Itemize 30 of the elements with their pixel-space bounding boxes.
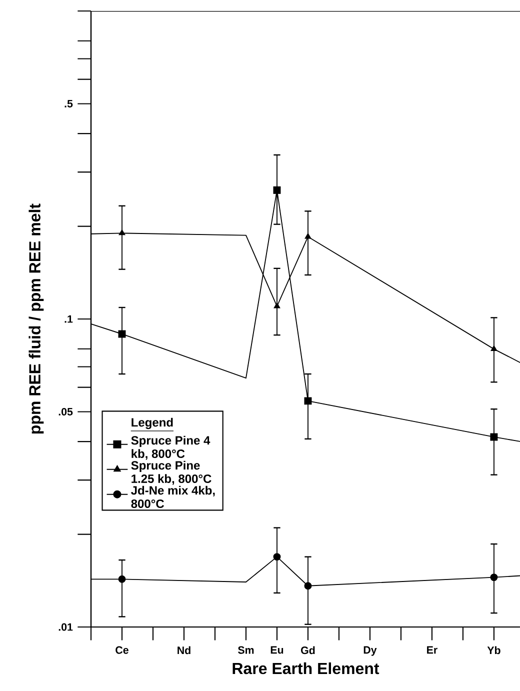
- point: [304, 582, 312, 590]
- y-tick-label: .1: [64, 315, 73, 323]
- x-tick-label: Yb: [487, 646, 500, 654]
- legend-label: Spruce Pine 1.25 kb, 800°C: [131, 460, 212, 485]
- point: [304, 397, 312, 405]
- point: [273, 553, 281, 561]
- point: [490, 433, 498, 441]
- x-tick-label: Er: [427, 646, 438, 654]
- y-tick-label: .05: [58, 408, 73, 416]
- point: [273, 186, 281, 194]
- legend-label: Spruce Pine 4 kb, 800°C: [131, 436, 210, 460]
- point: [274, 302, 280, 308]
- point: [118, 330, 126, 338]
- point: [304, 232, 312, 239]
- x-tick-label: Eu: [270, 646, 284, 654]
- point: [490, 345, 498, 352]
- point: [118, 575, 126, 583]
- x-tick-label: Dy: [364, 646, 377, 656]
- x-axis-title: Rare Earth Element: [232, 662, 380, 674]
- x-tick-label: Nd: [178, 646, 190, 654]
- y-axis-title: ppm REE fluid / ppm REE melt: [28, 204, 44, 434]
- point: [118, 229, 126, 236]
- legend-label: Jd-Ne mix 4kb, 800°C: [131, 486, 215, 508]
- x-tick-label: Gd: [301, 646, 315, 654]
- point: [490, 574, 498, 582]
- x-tick-label: Sm: [238, 646, 254, 654]
- y-tick-label: .5: [64, 100, 73, 108]
- legend-title: Legend: [132, 418, 173, 430]
- y-tick-label: .01: [58, 623, 73, 631]
- x-tick-label: Ce: [116, 646, 128, 654]
